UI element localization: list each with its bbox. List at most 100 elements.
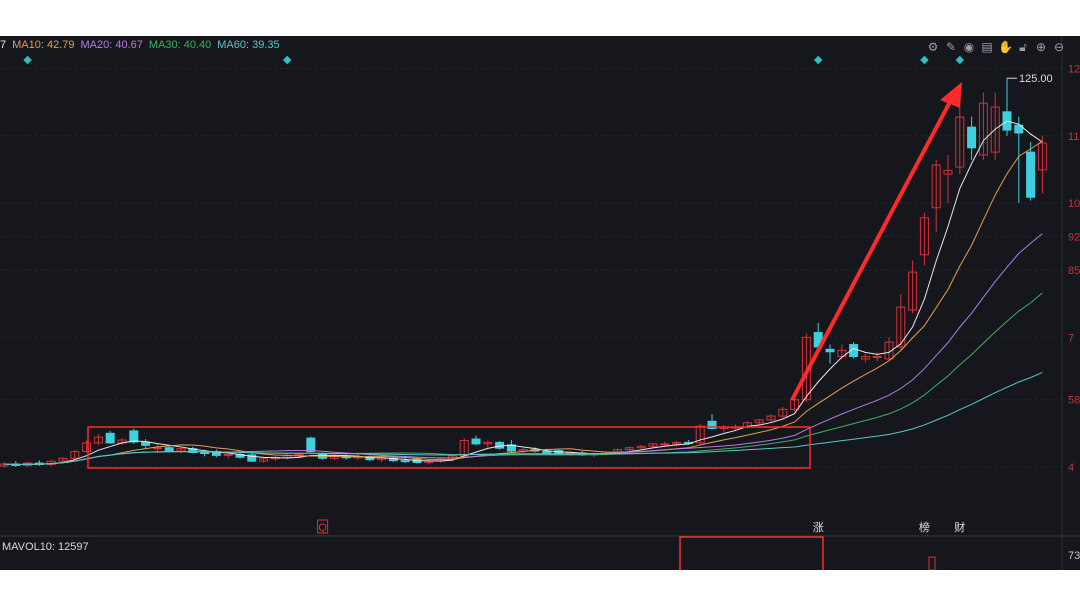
- volume-ma-label: MAVOL10: 12597: [2, 541, 89, 553]
- candle-body: [672, 441, 682, 445]
- candle-body: [247, 454, 257, 462]
- volume-bar: [928, 556, 936, 571]
- candle: [259, 457, 269, 463]
- candle: [636, 444, 646, 450]
- pen-icon[interactable]: ✎: [945, 40, 957, 54]
- candle: [1014, 116, 1024, 203]
- candle: [943, 155, 953, 203]
- candle-body: [82, 442, 92, 453]
- candle: [306, 436, 316, 453]
- candle-body: [872, 356, 882, 359]
- candle-body: [624, 447, 634, 451]
- candle: [34, 460, 44, 466]
- candle-body: [58, 457, 68, 462]
- candle: [825, 344, 835, 364]
- candle-body: [695, 425, 705, 444]
- eye-icon[interactable]: ◉: [963, 40, 975, 54]
- candle: [919, 212, 929, 266]
- candle-body: [990, 106, 1000, 153]
- candle: [672, 440, 682, 447]
- candle-body: [884, 341, 894, 360]
- candle: [624, 446, 634, 452]
- candle-body: [1026, 151, 1036, 198]
- y-tick-label: 4: [1068, 462, 1074, 474]
- q-marker-box: [317, 519, 329, 534]
- candle: [176, 447, 186, 454]
- candle: [837, 344, 847, 359]
- hand-icon[interactable]: ✋: [998, 40, 1013, 54]
- candle-body: [978, 102, 988, 156]
- candle-body: [825, 348, 835, 353]
- y-tick-label: 12: [1068, 64, 1080, 76]
- candle: [648, 442, 658, 448]
- candle-body: [1037, 142, 1047, 171]
- candle-body: [943, 169, 953, 175]
- candle-body: [778, 408, 788, 417]
- ma20-line: [3, 233, 1043, 466]
- candle: [931, 159, 941, 232]
- legend-item: MA30: 40.40: [148, 39, 212, 51]
- candle: [778, 406, 788, 418]
- candle: [884, 337, 894, 362]
- candle-body: [483, 441, 493, 445]
- event-marker: 涨: [813, 521, 824, 534]
- candle-body: [294, 453, 304, 456]
- basket-icon[interactable]: ▤: [981, 40, 993, 54]
- candle-body: [896, 306, 906, 348]
- event-diamond-marker: [813, 55, 823, 65]
- candle: [719, 424, 729, 433]
- candle-body: [0, 463, 9, 467]
- candle-body: [931, 164, 941, 209]
- candle: [790, 397, 800, 412]
- candle: [471, 435, 481, 446]
- trend-arrow-shaft: [790, 97, 954, 401]
- candle-body: [790, 399, 800, 410]
- candle-body: [967, 126, 977, 149]
- zoom-in-icon[interactable]: ⊕: [1035, 40, 1047, 54]
- candle-body: [93, 436, 103, 444]
- candle-body: [495, 441, 505, 449]
- candle: [908, 260, 918, 314]
- candle: [211, 449, 221, 458]
- candlestick-chart[interactable]: 12 11 10 92 85 7 58 4 73 125.00 Q 涨 榜 财: [0, 36, 1080, 578]
- candle: [270, 455, 280, 462]
- candle: [223, 452, 233, 459]
- candle: [70, 450, 80, 460]
- candle: [495, 440, 505, 450]
- legend-item: MA20: 40.67: [80, 39, 143, 51]
- candle-body: [471, 438, 481, 445]
- y-tick-label: 11: [1068, 131, 1079, 143]
- candle-body: [400, 460, 410, 463]
- y-tick-label: 92: [1068, 232, 1080, 244]
- candle-body: [152, 447, 162, 450]
- legend-item: 7: [0, 39, 7, 51]
- candle-body: [837, 349, 847, 358]
- candle: [849, 342, 859, 359]
- candle-body: [660, 443, 670, 446]
- ma30-line: [3, 292, 1043, 466]
- candle: [766, 414, 776, 422]
- candle-body: [766, 415, 776, 421]
- chart-canvas[interactable]: 12 11 10 92 85 7 58 4 73 125.00 Q 涨 榜 财: [0, 36, 1080, 578]
- candle: [82, 440, 92, 453]
- candle: [141, 439, 151, 449]
- candle: [978, 92, 988, 160]
- candle-body: [164, 447, 174, 452]
- candle: [483, 440, 493, 448]
- event-diamond-marker: [282, 55, 292, 65]
- candle: [93, 434, 103, 446]
- lock-icon[interactable]: 🔓︎: [1019, 40, 1027, 54]
- candle: [955, 102, 965, 175]
- candle: [754, 418, 764, 426]
- event-marker: 榜: [919, 520, 930, 534]
- candle: [235, 452, 245, 459]
- legend-item: MA10: 42.79: [12, 39, 75, 51]
- candle: [896, 294, 906, 350]
- candle-body: [200, 452, 210, 455]
- candle-body: [1014, 124, 1024, 134]
- candle-body: [754, 419, 764, 424]
- candle: [188, 446, 198, 454]
- gear-icon[interactable]: ⚙: [927, 40, 939, 54]
- zoom-out-icon[interactable]: ⊖: [1053, 40, 1065, 54]
- ma-legend: 7 MA10: 42.79 MA20: 40.67 MA30: 40.40 MA60: …: [0, 39, 286, 51]
